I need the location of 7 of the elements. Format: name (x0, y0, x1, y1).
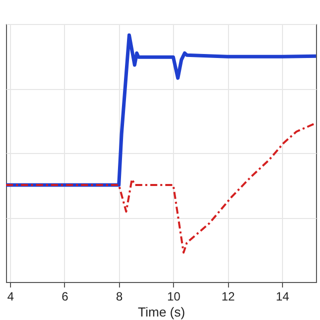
x-tick-label: 6 (62, 290, 69, 304)
x-tick-label: 4 (7, 290, 14, 304)
x-tick-label: 14 (276, 290, 290, 304)
x-tick-label: 10 (167, 290, 181, 304)
x-tick-label: 12 (221, 290, 236, 304)
x-tick-label: 8 (116, 290, 124, 304)
x-axis-title: Time (s) (138, 304, 186, 320)
